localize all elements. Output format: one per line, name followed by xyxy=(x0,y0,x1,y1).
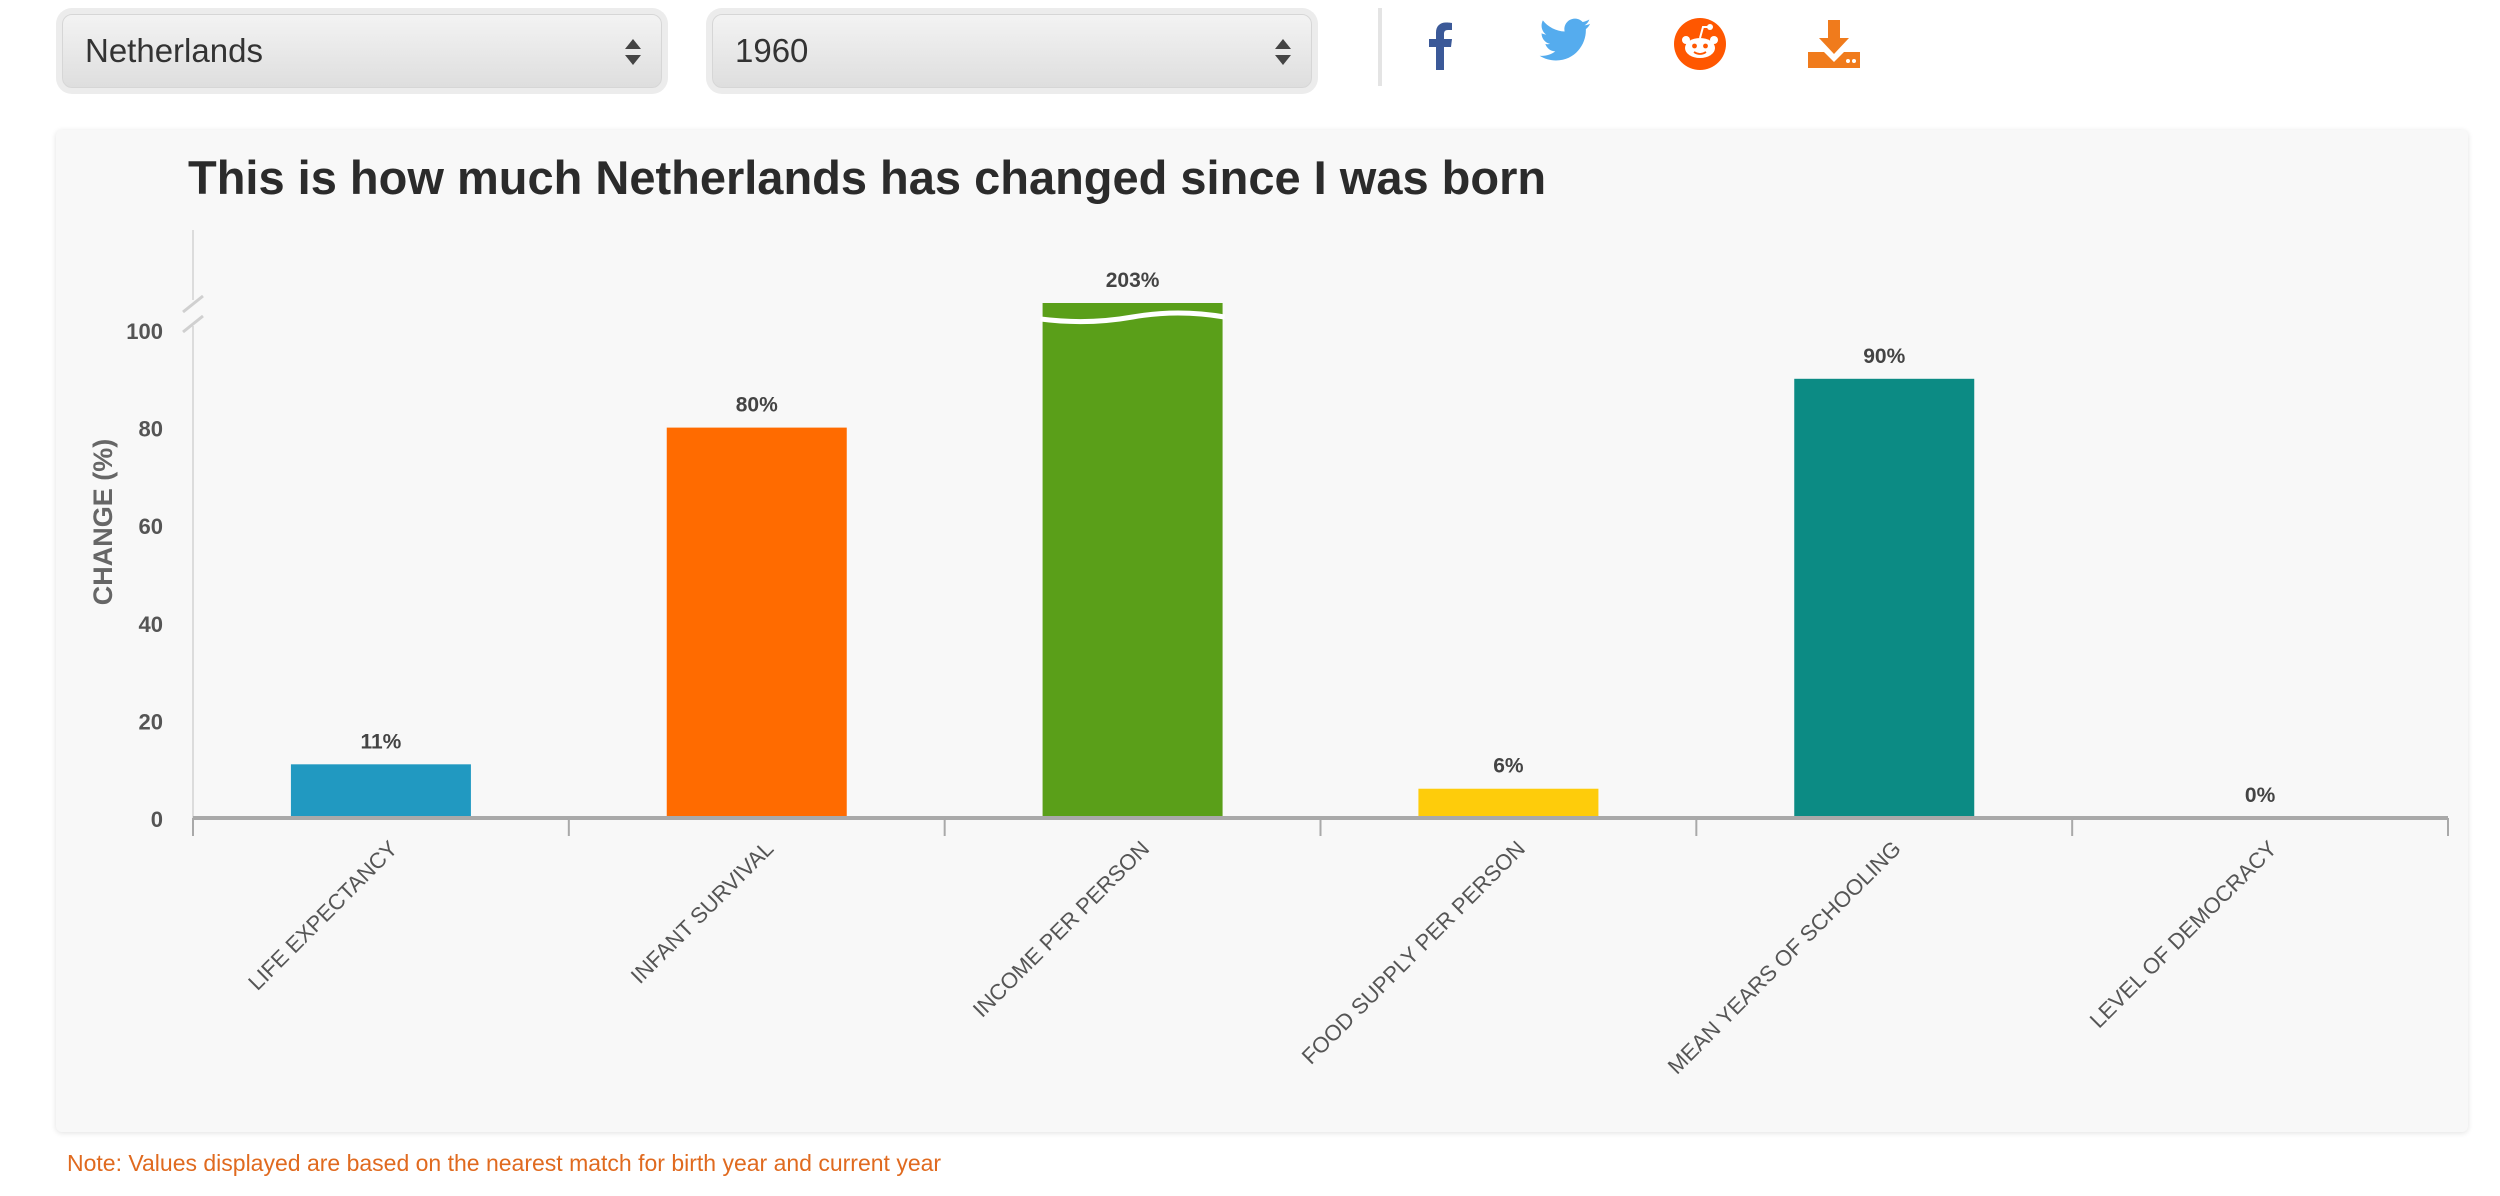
chart-panel xyxy=(56,130,2468,1132)
y-axis-label: CHANGE (%) xyxy=(88,439,118,606)
x-tick-label: MEAN YEARS OF SCHOOLING xyxy=(1663,836,1906,1079)
download-icon xyxy=(1808,20,1860,68)
facebook-share-button[interactable] xyxy=(1410,14,1470,74)
bar-4 xyxy=(1794,378,1975,818)
year-select-value: 1960 xyxy=(735,32,809,69)
bar-1 xyxy=(666,427,847,818)
bar-0 xyxy=(290,764,471,818)
reddit-share-button[interactable] xyxy=(1670,14,1730,74)
y-tick-label: 80 xyxy=(139,417,163,442)
y-tick-label: 100 xyxy=(126,319,163,344)
x-tick-label: LEVEL OF DEMOCRACY xyxy=(2085,836,2282,1033)
data-label-1: 80% xyxy=(736,394,778,417)
x-tick-label: FOOD SUPPLY PER PERSON xyxy=(1297,836,1530,1069)
country-select[interactable]: Netherlands xyxy=(62,14,662,88)
data-label-3: 6% xyxy=(1493,755,1524,778)
x-tick-label: INFANT SURVIVAL xyxy=(626,836,779,989)
x-tick-label: LIFE EXPECTANCY xyxy=(243,836,402,995)
chart-title: This is how much Netherlands has changed… xyxy=(188,151,1547,204)
y-tick-label: 60 xyxy=(139,514,163,539)
y-tick-label: 40 xyxy=(139,612,163,637)
bar-2 xyxy=(1042,303,1223,818)
y-tick-label: 20 xyxy=(139,709,163,734)
data-label-0: 11% xyxy=(360,730,401,753)
twitter-icon xyxy=(1539,18,1591,61)
y-tick-label: 0 xyxy=(151,807,163,832)
y-axis-break-mark xyxy=(182,314,204,334)
twitter-share-button[interactable] xyxy=(1536,14,1596,74)
bar-break-mark xyxy=(1040,310,1225,325)
data-label-5: 0% xyxy=(2245,784,2276,807)
reddit-icon xyxy=(1674,18,1726,70)
data-label-4: 90% xyxy=(1863,345,1905,368)
year-select[interactable]: 1960 xyxy=(712,14,1312,88)
select-arrows-icon xyxy=(1275,39,1291,65)
y-axis-break-mark xyxy=(182,294,204,314)
x-tick-label: INCOME PER PERSON xyxy=(968,836,1154,1022)
data-label-2: 203% xyxy=(1106,269,1160,292)
footnote: Note: Values displayed are based on the … xyxy=(67,1150,942,1176)
download-button[interactable] xyxy=(1804,14,1864,74)
toolbar-divider xyxy=(1378,8,1382,86)
select-arrows-icon xyxy=(625,39,641,65)
country-select-value: Netherlands xyxy=(85,32,263,69)
facebook-icon xyxy=(1429,22,1452,70)
bar-3 xyxy=(1418,788,1599,818)
toolbar: Netherlands 1960 xyxy=(0,0,2500,120)
